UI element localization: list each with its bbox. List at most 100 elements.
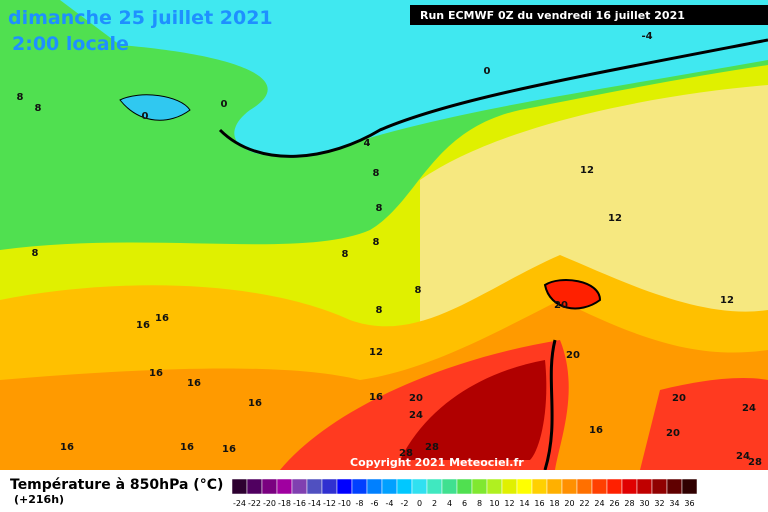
scale-label: 16	[534, 499, 544, 508]
contour-label: 0	[484, 66, 491, 77]
scale-label: 6	[462, 499, 467, 508]
contour-label: 8	[17, 92, 24, 103]
copyright: Copyright 2021 Meteociel.fr	[350, 456, 524, 469]
color-swatch	[246, 478, 263, 495]
scale-label: 32	[654, 499, 664, 508]
scale-label: -18	[278, 499, 291, 508]
legend-subtitle: (+216h)	[14, 493, 64, 506]
run-info: Run ECMWF 0Z du vendredi 16 juillet 2021	[420, 9, 685, 22]
contour-label: 16	[222, 444, 236, 455]
scale-label: 34	[669, 499, 679, 508]
color-swatch	[621, 478, 638, 495]
contour-label: 8	[342, 249, 349, 260]
color-swatch	[531, 478, 548, 495]
color-swatch	[441, 478, 458, 495]
color-swatch	[276, 478, 293, 495]
contour-label: 8	[35, 103, 42, 114]
scale-label: -12	[323, 499, 336, 508]
color-swatch	[561, 478, 578, 495]
contour-label: 28	[748, 457, 762, 468]
contour-label: 12	[608, 213, 622, 224]
color-scale: -24 -22 -20 -18 -16 -14 -12 -10 -8 -6 -4 -2 0 2 4 6 8 10 1…	[231, 478, 698, 508]
scale-label: -22	[248, 499, 261, 508]
scale-label: 8	[477, 499, 482, 508]
contour-label: 24	[736, 451, 750, 462]
scale-label: 36	[684, 499, 694, 508]
color-swatch	[546, 478, 563, 495]
color-swatch	[261, 478, 278, 495]
scale-label: 30	[639, 499, 649, 508]
color-swatch	[366, 478, 383, 495]
contour-label: 16	[369, 392, 383, 403]
contour-label: 16	[149, 368, 163, 379]
contour-label: 8	[373, 237, 380, 248]
color-swatch	[576, 478, 593, 495]
contour-label: 12	[720, 295, 734, 306]
run-banner	[410, 5, 768, 25]
contour-label: 12	[580, 165, 594, 176]
color-swatch	[426, 478, 443, 495]
scale-label: 12	[504, 499, 514, 508]
scale-label: -16	[293, 499, 306, 508]
contour-label: 8	[415, 285, 422, 296]
color-swatch	[396, 478, 413, 495]
contour-label: 16	[136, 320, 150, 331]
color-swatch	[591, 478, 608, 495]
color-swatch	[471, 478, 488, 495]
contour-label: 20	[672, 393, 686, 404]
contour-label: 0	[142, 111, 149, 122]
scale-label: 28	[624, 499, 634, 508]
color-swatch	[636, 478, 653, 495]
scale-label: 2	[432, 499, 437, 508]
contour-label: 16	[180, 442, 194, 453]
color-swatch	[651, 478, 668, 495]
color-swatch	[351, 478, 368, 495]
color-swatch	[411, 478, 428, 495]
color-swatch	[291, 478, 308, 495]
contour-label: 8	[376, 305, 383, 316]
scale-label: 20	[564, 499, 574, 508]
scale-label: -24	[233, 499, 246, 508]
contour-label: 20	[409, 393, 423, 404]
contour-label: 20	[554, 300, 568, 311]
contour-label: -4	[641, 31, 652, 42]
contour-label: 16	[60, 442, 74, 453]
contour-label: 16	[187, 378, 201, 389]
contour-label: 0	[221, 99, 228, 110]
contour-label: 16	[589, 425, 603, 436]
scale-label: 26	[609, 499, 619, 508]
color-swatch	[666, 478, 683, 495]
scale-label: 14	[519, 499, 529, 508]
contour-label: 24	[742, 403, 756, 414]
scale-label: 22	[579, 499, 589, 508]
color-swatch	[501, 478, 518, 495]
legend-title: Température à 850hPa (°C)	[10, 477, 223, 493]
contour-label: 20	[666, 428, 680, 439]
contour-label: 16	[248, 398, 262, 409]
scale-label: -6	[371, 499, 379, 508]
map-time: 2:00 locale	[12, 33, 129, 55]
color-swatch	[306, 478, 323, 495]
scale-label: 24	[594, 499, 604, 508]
color-swatch	[336, 478, 353, 495]
scale-label: 18	[549, 499, 559, 508]
scale-label: 0	[417, 499, 422, 508]
contour-label: 8	[376, 203, 383, 214]
contour-label: 28	[399, 448, 413, 459]
scale-label: -20	[263, 499, 276, 508]
contour-label: 20	[566, 350, 580, 361]
contour-label: 28	[425, 442, 439, 453]
color-swatch	[486, 478, 503, 495]
color-swatch	[456, 478, 473, 495]
map-background	[0, 0, 768, 471]
scale-label: -8	[356, 499, 364, 508]
scale-label: 10	[489, 499, 499, 508]
scale-label: -4	[386, 499, 394, 508]
scale-label: -2	[401, 499, 409, 508]
color-swatch	[231, 478, 248, 495]
contour-label: 12	[369, 347, 383, 358]
scale-label: 4	[447, 499, 452, 508]
